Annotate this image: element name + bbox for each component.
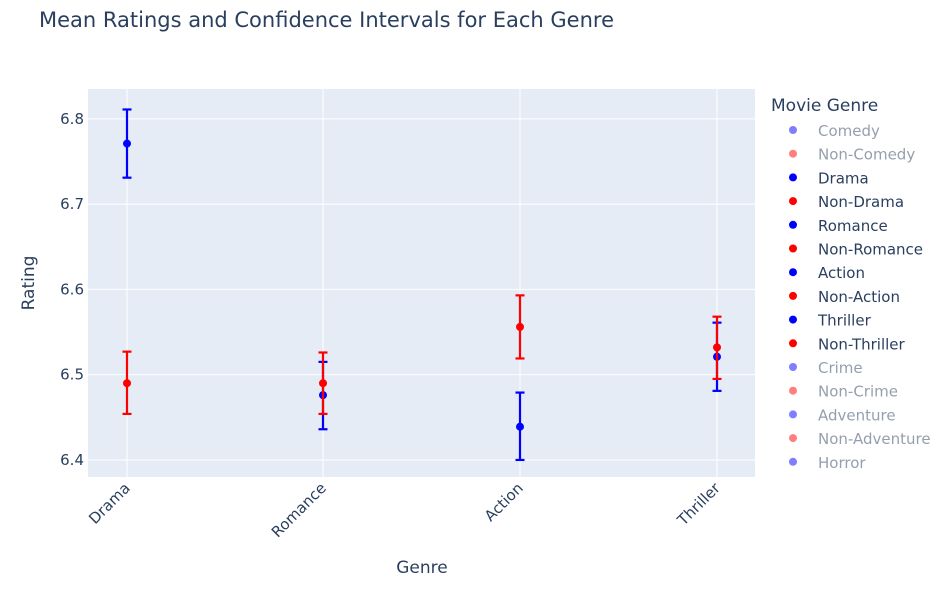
- plot-area[interactable]: [88, 89, 755, 477]
- legend-item[interactable]: Drama: [789, 169, 869, 187]
- legend-item[interactable]: Horror: [789, 454, 866, 472]
- legend-marker: [789, 434, 797, 443]
- legend: Movie Genre Comedy Non-Comedy Drama Non-Dra…: [771, 96, 931, 472]
- legend-marker: [789, 315, 797, 324]
- legend-label: Romance: [818, 217, 888, 235]
- x-tick-label: Action: [481, 479, 527, 525]
- y-tick-label: 6.7: [60, 195, 84, 213]
- legend-label: Non-Romance: [818, 241, 923, 259]
- legend-item[interactable]: Crime: [789, 359, 863, 377]
- data-point[interactable]: [713, 343, 721, 352]
- legend-marker: [789, 220, 797, 229]
- legend-marker: [789, 339, 797, 348]
- y-tick-label: 6.4: [60, 451, 84, 469]
- legend-title: Movie Genre: [771, 96, 878, 116]
- legend-marker: [789, 244, 797, 253]
- data-point[interactable]: [516, 422, 524, 431]
- chart-title: Mean Ratings and Confidence Intervals fo…: [39, 8, 614, 32]
- legend-marker: [789, 173, 797, 182]
- legend-label: Adventure: [818, 406, 896, 424]
- legend-label: Non-Comedy: [818, 146, 915, 164]
- legend-item[interactable]: Adventure: [789, 406, 896, 424]
- legend-label: Crime: [818, 359, 863, 377]
- legend-label: Non-Action: [818, 288, 900, 306]
- series-non-action: [515, 294, 525, 360]
- legend-marker: [789, 126, 797, 134]
- series-action: [515, 391, 525, 462]
- y-tick-label: 6.8: [60, 110, 84, 128]
- legend-marker: [789, 291, 797, 300]
- series-drama: [122, 108, 132, 179]
- x-tick-labels: Drama Romance Action Thriller: [85, 479, 724, 542]
- legend-item[interactable]: Non-Romance: [789, 241, 923, 259]
- legend-item[interactable]: Non-Thriller: [789, 335, 906, 353]
- legend-marker: [789, 363, 797, 371]
- data-point[interactable]: [516, 322, 524, 331]
- series-non-romance: [318, 351, 328, 415]
- legend-label: Non-Drama: [818, 193, 904, 211]
- series-non-thriller: [712, 315, 722, 381]
- y-tick-label: 6.5: [60, 366, 84, 384]
- x-tick-label: Romance: [268, 479, 330, 541]
- legend-label: Comedy: [818, 122, 880, 140]
- data-point[interactable]: [319, 379, 327, 388]
- legend-marker: [789, 386, 797, 395]
- legend-item[interactable]: Non-Comedy: [789, 146, 915, 164]
- legend-marker: [789, 197, 797, 206]
- legend-item[interactable]: Non-Adventure: [789, 430, 931, 448]
- legend-label: Action: [818, 264, 865, 282]
- legend-item[interactable]: Romance: [789, 217, 888, 235]
- legend-label: Thriller: [817, 312, 872, 330]
- legend-label: Non-Crime: [818, 383, 898, 401]
- legend-marker: [789, 268, 797, 277]
- data-marks: [122, 108, 722, 462]
- y-tick-labels: 6.4 6.5 6.6 6.7 6.8: [60, 110, 84, 469]
- legend-label: Drama: [818, 169, 869, 187]
- x-tick-label: Thriller: [673, 479, 724, 530]
- legend-label: Non-Thriller: [818, 335, 906, 353]
- legend-item[interactable]: Thriller: [789, 312, 872, 330]
- legend-marker: [789, 410, 797, 419]
- legend-item[interactable]: Non-Crime: [789, 383, 898, 401]
- y-tick-label: 6.6: [60, 280, 84, 298]
- y-axis-title: Rating: [19, 256, 39, 311]
- series-non-drama: [122, 350, 132, 415]
- legend-label: Horror: [818, 454, 866, 472]
- legend-item[interactable]: Action: [789, 264, 865, 282]
- legend-label: Non-Adventure: [818, 430, 931, 448]
- x-tick-label: Drama: [85, 479, 134, 528]
- data-point[interactable]: [123, 379, 131, 388]
- legend-item[interactable]: Comedy: [789, 122, 880, 140]
- legend-item[interactable]: Non-Action: [789, 288, 900, 306]
- legend-item[interactable]: Non-Drama: [789, 193, 904, 211]
- x-axis-title: Genre: [396, 558, 447, 578]
- data-point[interactable]: [123, 139, 131, 148]
- legend-marker: [789, 149, 797, 158]
- legend-marker: [789, 457, 797, 466]
